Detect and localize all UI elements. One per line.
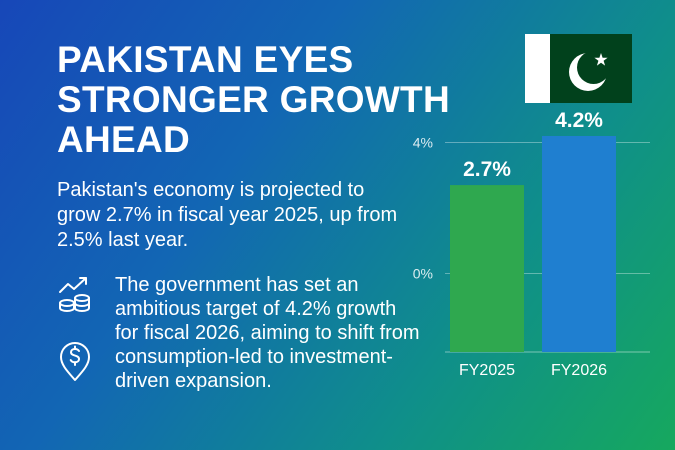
x-category-label: FY2026: [551, 362, 607, 379]
headline-line-2: STRONGER GROWTH: [57, 79, 450, 120]
headline-line-3: AHEAD: [57, 119, 191, 160]
x-category-label: FY2025: [459, 362, 515, 379]
headline-line-1: PAKISTAN EYES: [57, 39, 354, 80]
dollar-location-pin-icon: [60, 342, 90, 381]
summary-text: Pakistan's economy is projected to grow …: [57, 179, 398, 251]
bar-data-label: 2.7%: [463, 158, 511, 181]
chart-svg: 0% 4% 2.7% FY2025 4.2% FY2026: [413, 109, 650, 379]
detail-text: The government has set an ambitious targ…: [115, 274, 420, 392]
y-tick-label: 4%: [413, 135, 433, 151]
bar-fy2026: [542, 136, 616, 352]
growth-bar-chart: 0% 4% 2.7% FY2025 4.2% FY2026: [385, 109, 650, 425]
growth-chart-coins-icon: [59, 277, 90, 312]
pakistan-flag: [525, 34, 632, 103]
y-tick-label: 0%: [413, 265, 433, 281]
bar-data-label: 4.2%: [555, 109, 603, 132]
bar-fy2025: [450, 185, 524, 352]
headline: PAKISTAN EYES STRONGER GROWTH AHEAD: [57, 40, 457, 160]
